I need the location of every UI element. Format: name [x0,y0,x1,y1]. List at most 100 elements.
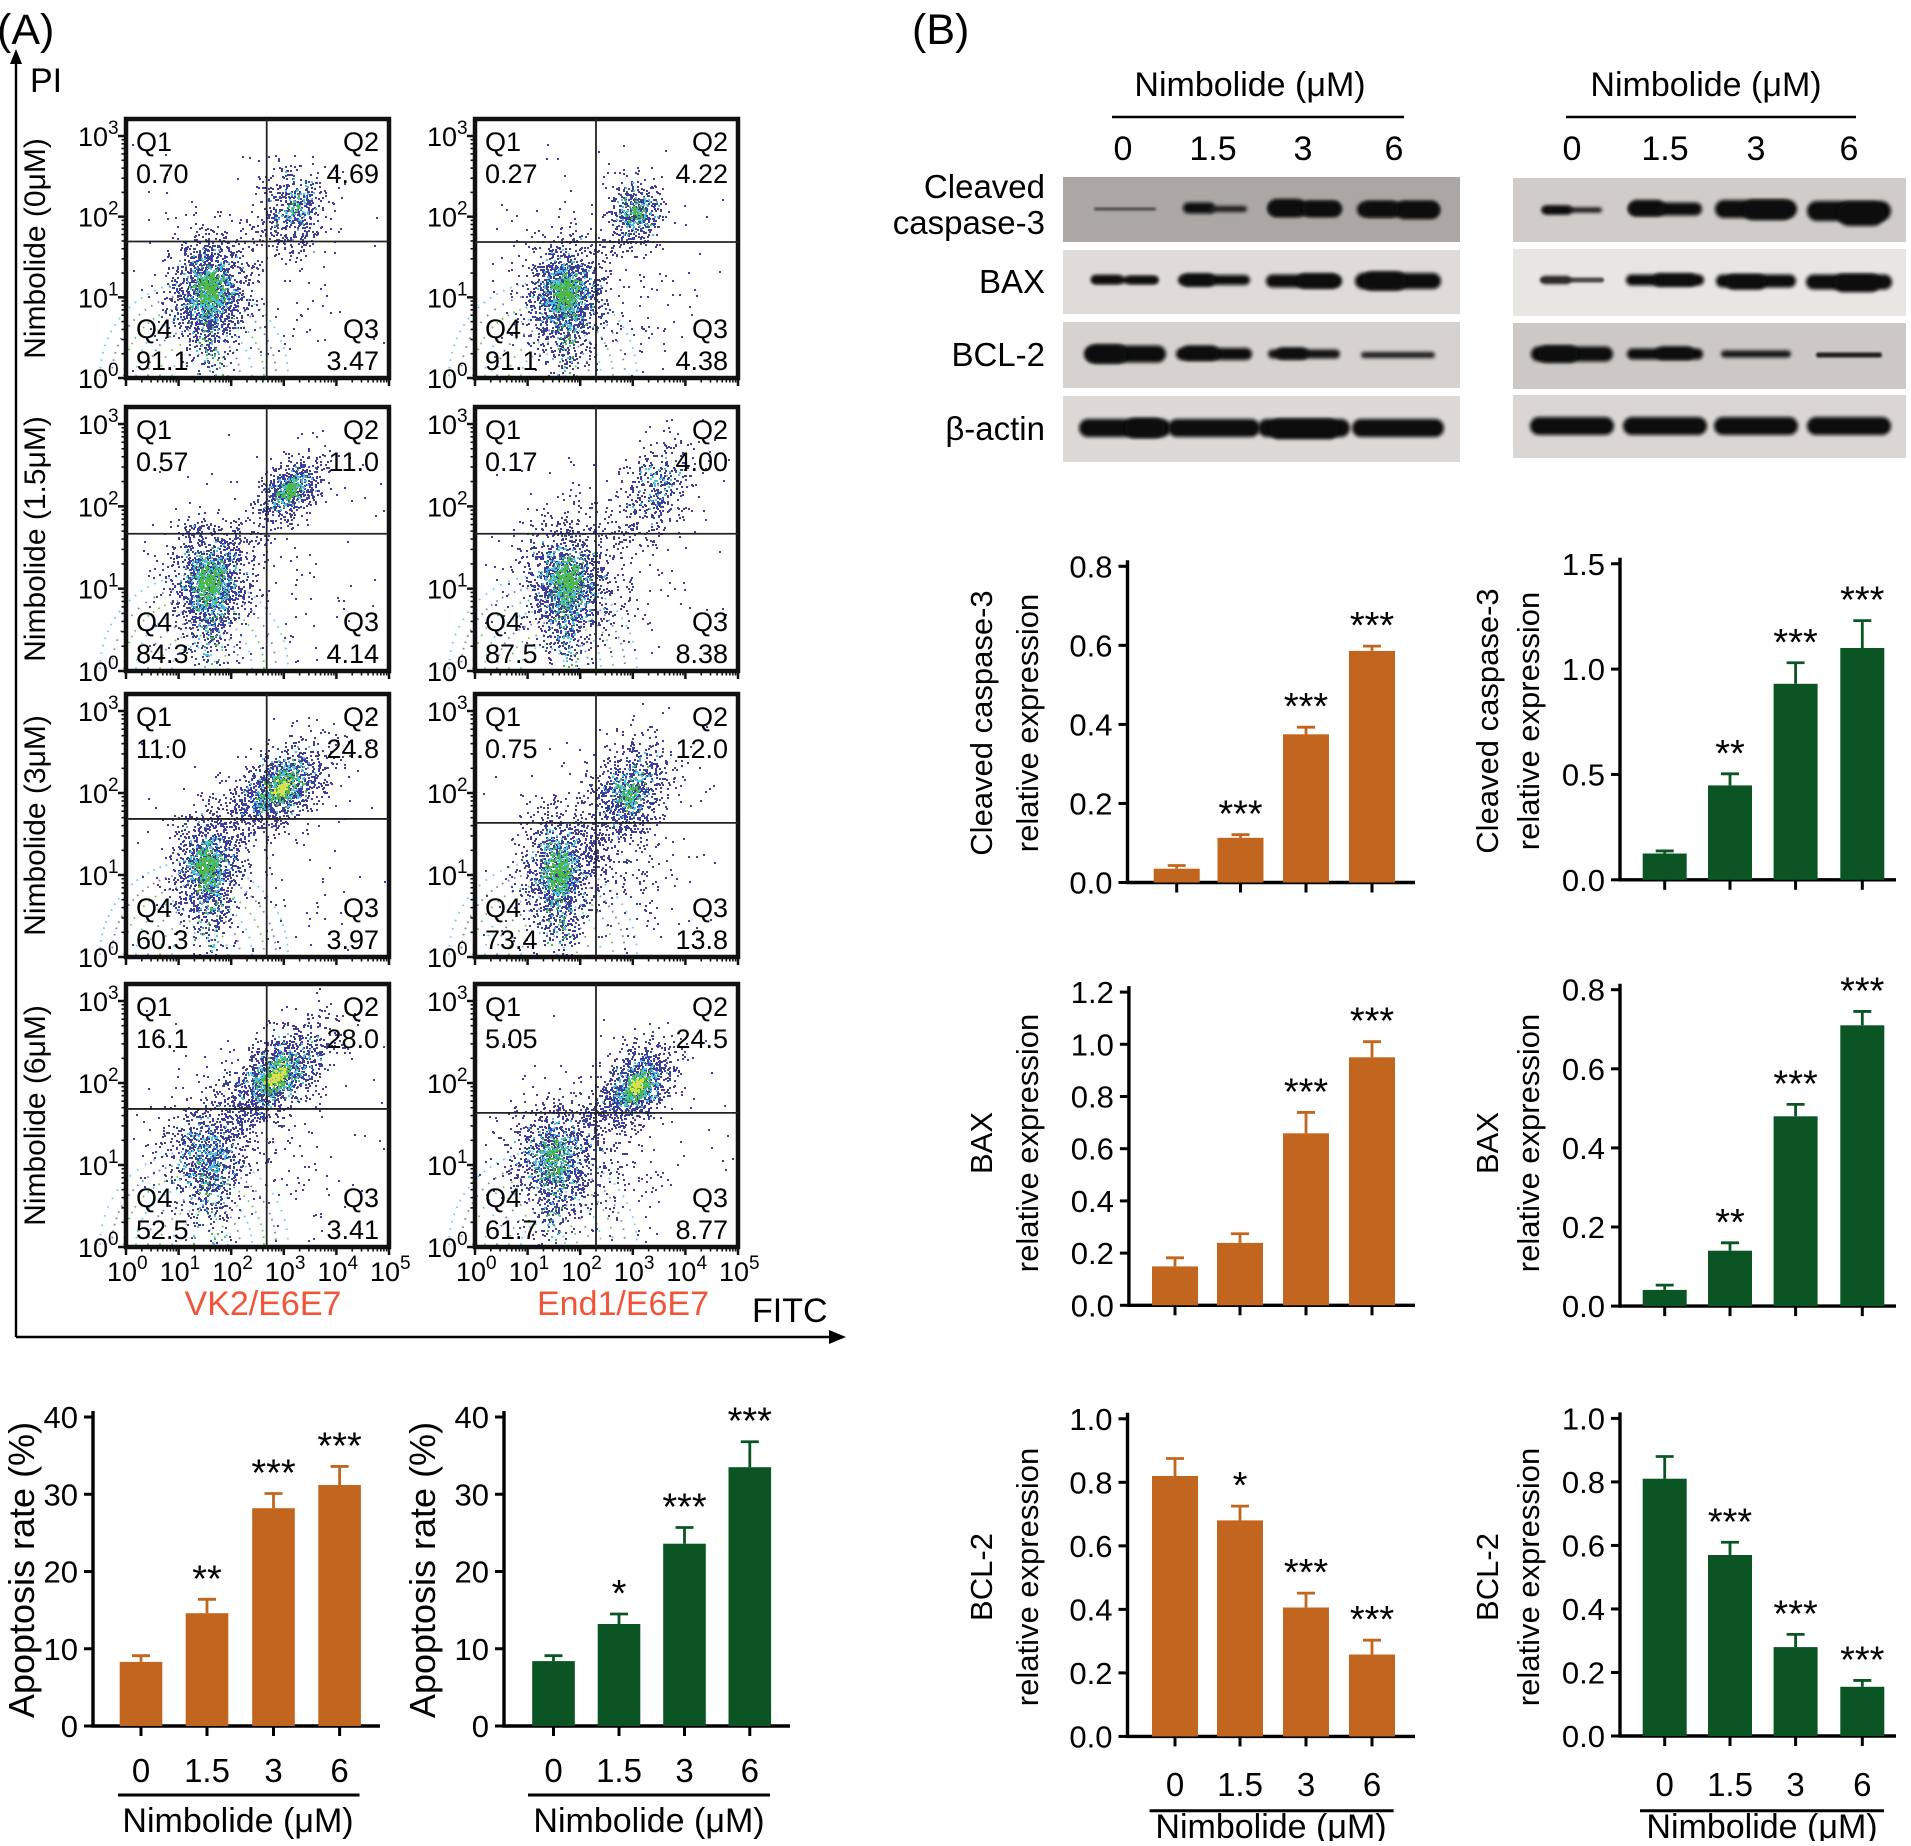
svg-text:16.1: 16.1 [136,1024,189,1054]
svg-text:6: 6 [1385,130,1404,168]
svg-text:Cleaved caspase-3: Cleaved caspase-3 [964,590,999,855]
svg-text:Q2: Q2 [692,992,728,1022]
svg-text:20: 20 [44,1555,78,1590]
svg-text:Nimbolide (μM): Nimbolide (μM) [1155,1808,1386,1841]
svg-text:1.5: 1.5 [184,1752,230,1789]
svg-text:***: *** [317,1425,362,1467]
svg-text:relative expression: relative expression [1010,1448,1045,1706]
svg-text:***: *** [1284,1071,1329,1113]
svg-text:30: 30 [44,1477,78,1512]
svg-text:30: 30 [455,1477,489,1512]
svg-text:Q3: Q3 [343,1183,379,1213]
svg-text:VK2/E6E7: VK2/E6E7 [185,1285,342,1323]
svg-text:***: *** [1773,1063,1818,1105]
svg-text:***: *** [1840,970,1885,1012]
svg-text:FITC: FITC [752,1292,828,1330]
svg-text:0.6: 0.6 [1562,1528,1605,1563]
svg-text:1.5: 1.5 [1562,547,1605,582]
svg-text:24.5: 24.5 [675,1024,728,1054]
svg-text:caspase-3: caspase-3 [893,204,1045,241]
svg-text:1.0: 1.0 [1069,1402,1112,1437]
svg-text:0: 0 [544,1752,562,1789]
svg-text:Nimbolide (μM): Nimbolide (μM) [1590,66,1821,104]
svg-text:0.4: 0.4 [1562,1131,1605,1166]
svg-text:Q1: Q1 [485,415,521,445]
svg-text:Q2: Q2 [343,415,379,445]
svg-text:Q3: Q3 [692,314,728,344]
svg-text:***: *** [1350,605,1395,647]
svg-text:Q4: Q4 [136,1183,172,1213]
svg-text:3: 3 [1747,130,1766,168]
svg-text:Q4: Q4 [485,607,521,637]
svg-text:1.5: 1.5 [1189,130,1236,168]
svg-text:91.1: 91.1 [485,346,538,376]
svg-text:Q4: Q4 [485,893,521,923]
svg-text:0.0: 0.0 [1069,866,1112,901]
svg-text:0.6: 0.6 [1071,1132,1114,1167]
svg-text:*: * [1233,1465,1248,1507]
svg-text:BCL-2: BCL-2 [951,336,1045,373]
svg-text:0.6: 0.6 [1562,1052,1605,1087]
svg-text:1.5: 1.5 [1707,1766,1753,1803]
svg-text:1.0: 1.0 [1562,1401,1605,1436]
svg-text:3: 3 [264,1752,282,1789]
svg-text:0: 0 [1563,130,1582,168]
svg-text:0.0: 0.0 [1562,1289,1605,1324]
svg-text:1.0: 1.0 [1562,652,1605,687]
svg-text:1.5: 1.5 [1641,130,1688,168]
svg-text:6: 6 [741,1752,759,1789]
svg-text:***: *** [1218,794,1263,836]
svg-text:28.0: 28.0 [326,1024,379,1054]
svg-text:10: 10 [44,1632,78,1667]
svg-text:Apoptosis rate (%): Apoptosis rate (%) [1,1422,42,1718]
svg-text:***: *** [1350,1001,1395,1043]
svg-text:BAX: BAX [1470,1112,1505,1174]
svg-text:***: *** [1708,1501,1753,1543]
svg-text:8.77: 8.77 [675,1215,728,1245]
svg-text:91.1: 91.1 [136,346,189,376]
svg-text:0.2: 0.2 [1071,1236,1114,1271]
svg-text:***: *** [1284,1552,1329,1594]
svg-text:61.7: 61.7 [485,1215,538,1245]
svg-text:0.0: 0.0 [1071,1288,1114,1323]
svg-text:0.5: 0.5 [1562,757,1605,792]
svg-text:Q1: Q1 [485,702,521,732]
svg-text:Q2: Q2 [692,127,728,157]
svg-text:6: 6 [1840,130,1859,168]
svg-text:**: ** [192,1558,222,1600]
svg-text:End1/E6E7: End1/E6E7 [537,1285,709,1323]
svg-text:Nimbolide (1.5μM): Nimbolide (1.5μM) [19,416,52,662]
svg-text:100: 100 [78,1229,119,1263]
svg-text:4.00: 4.00 [675,447,728,477]
svg-text:0.75: 0.75 [485,734,538,764]
svg-text:4.14: 4.14 [326,639,379,669]
svg-text:20: 20 [455,1555,489,1590]
svg-text:Q4: Q4 [485,1183,521,1213]
svg-text:Q4: Q4 [136,607,172,637]
svg-text:0.2: 0.2 [1069,786,1112,821]
svg-text:***: *** [1840,1639,1885,1681]
svg-text:BCL-2: BCL-2 [1470,1533,1505,1621]
svg-text:Q2: Q2 [343,702,379,732]
svg-text:4.38: 4.38 [675,346,728,376]
svg-text:84.3: 84.3 [136,639,189,669]
svg-text:PI: PI [30,62,62,100]
svg-text:0: 0 [472,1709,489,1744]
svg-text:Q1: Q1 [136,127,172,157]
svg-text:0.6: 0.6 [1069,1529,1112,1564]
svg-text:0.4: 0.4 [1071,1184,1114,1219]
svg-text:***: *** [251,1452,296,1494]
svg-text:relative expression: relative expression [1010,1014,1045,1272]
svg-text:0.8: 0.8 [1562,973,1605,1008]
svg-text:Nimbolide (μM): Nimbolide (μM) [1646,1808,1877,1841]
svg-text:0.0: 0.0 [1562,1719,1605,1754]
svg-text:10: 10 [455,1632,489,1667]
svg-text:0.4: 0.4 [1069,707,1112,742]
svg-text:3.41: 3.41 [326,1215,379,1245]
svg-text:***: *** [1350,1599,1395,1641]
svg-text:(B): (B) [912,6,969,54]
svg-text:73.4: 73.4 [485,925,538,955]
svg-text:12.0: 12.0 [675,734,728,764]
svg-text:0.8: 0.8 [1071,1080,1114,1115]
svg-text:3.47: 3.47 [326,346,379,376]
